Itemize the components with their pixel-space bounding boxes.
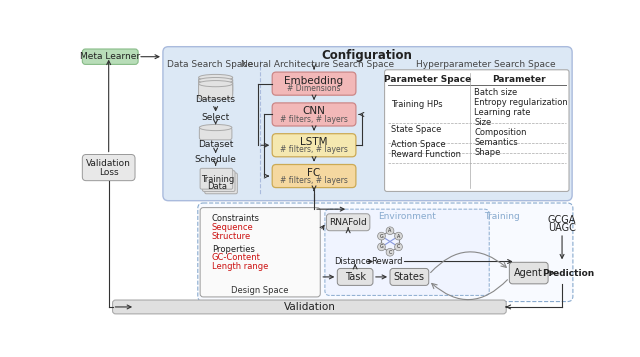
Text: Neural Architecture Search Space: Neural Architecture Search Space <box>241 60 394 69</box>
FancyBboxPatch shape <box>272 103 356 126</box>
FancyBboxPatch shape <box>83 49 138 64</box>
Ellipse shape <box>198 81 233 87</box>
Circle shape <box>378 232 385 240</box>
Text: UAGC: UAGC <box>548 223 576 233</box>
Text: # filters, # layers: # filters, # layers <box>280 145 348 154</box>
Text: Agent: Agent <box>515 268 543 278</box>
FancyBboxPatch shape <box>325 209 489 295</box>
Text: Training: Training <box>484 212 520 221</box>
Text: Environment: Environment <box>378 212 436 221</box>
Text: Select: Select <box>202 113 230 122</box>
Text: Composition: Composition <box>474 129 527 137</box>
Text: Design Space: Design Space <box>231 286 289 295</box>
Circle shape <box>386 248 394 256</box>
Text: Semantics: Semantics <box>474 139 518 147</box>
FancyBboxPatch shape <box>205 173 237 194</box>
Text: Training HPs: Training HPs <box>391 100 442 109</box>
Text: A: A <box>397 233 400 238</box>
FancyBboxPatch shape <box>272 134 356 157</box>
FancyBboxPatch shape <box>385 70 569 191</box>
Text: Datasets: Datasets <box>196 95 236 104</box>
Text: CNN: CNN <box>303 106 326 116</box>
Text: Shape: Shape <box>474 149 501 157</box>
Text: Data Search Space: Data Search Space <box>167 60 253 69</box>
Circle shape <box>395 243 403 251</box>
Text: Parameter: Parameter <box>493 75 546 84</box>
FancyBboxPatch shape <box>113 300 506 314</box>
FancyBboxPatch shape <box>200 169 233 189</box>
FancyBboxPatch shape <box>202 171 235 191</box>
Text: G: G <box>380 245 383 250</box>
FancyBboxPatch shape <box>198 84 233 99</box>
Text: Parameter Space: Parameter Space <box>383 75 471 84</box>
Text: Learning rate: Learning rate <box>474 109 531 117</box>
Text: Reward: Reward <box>371 257 403 266</box>
Text: Task: Task <box>344 272 365 282</box>
Text: Reward Function: Reward Function <box>391 150 461 159</box>
Text: # filters, # layers: # filters, # layers <box>280 176 348 185</box>
FancyBboxPatch shape <box>198 77 233 93</box>
Text: A: A <box>388 228 392 233</box>
Text: State Space: State Space <box>391 125 441 134</box>
Text: Loss: Loss <box>99 168 118 177</box>
FancyBboxPatch shape <box>198 81 233 96</box>
Text: States: States <box>394 272 425 282</box>
FancyBboxPatch shape <box>199 127 232 140</box>
FancyBboxPatch shape <box>272 72 356 95</box>
Ellipse shape <box>198 77 233 84</box>
Text: Data: Data <box>207 182 227 191</box>
Text: Constraints: Constraints <box>212 214 260 223</box>
FancyBboxPatch shape <box>198 203 573 302</box>
Ellipse shape <box>199 125 232 131</box>
FancyBboxPatch shape <box>272 165 356 187</box>
Text: Entropy regularization: Entropy regularization <box>474 99 568 107</box>
Text: Validation: Validation <box>86 159 131 168</box>
Text: GCGA: GCGA <box>548 215 576 225</box>
Text: Embedding: Embedding <box>285 76 344 86</box>
Text: Hyperparameter Search Space: Hyperparameter Search Space <box>415 60 555 69</box>
Text: Dataset: Dataset <box>198 140 234 149</box>
Text: Training: Training <box>200 175 234 185</box>
FancyBboxPatch shape <box>390 268 429 285</box>
Text: C: C <box>397 245 400 250</box>
Text: Meta Learner: Meta Learner <box>80 52 140 61</box>
Text: C: C <box>388 250 392 255</box>
Text: Batch size: Batch size <box>474 89 518 97</box>
Text: Configuration: Configuration <box>321 49 412 62</box>
Text: GC-Content: GC-Content <box>212 253 260 262</box>
Text: Prediction: Prediction <box>542 268 595 278</box>
FancyBboxPatch shape <box>509 262 548 284</box>
FancyBboxPatch shape <box>200 208 320 297</box>
Text: RNAFold: RNAFold <box>329 218 367 227</box>
Text: Structure: Structure <box>212 232 251 241</box>
Text: G: G <box>380 233 383 238</box>
Text: Validation: Validation <box>284 302 335 312</box>
Text: Length range: Length range <box>212 262 268 271</box>
FancyBboxPatch shape <box>163 47 572 201</box>
Text: # Dimensions: # Dimensions <box>287 84 341 93</box>
Text: LSTM: LSTM <box>300 137 328 147</box>
Text: Action Space: Action Space <box>391 140 445 149</box>
FancyBboxPatch shape <box>326 214 370 231</box>
Text: FC: FC <box>307 168 321 178</box>
Text: Size: Size <box>474 119 492 127</box>
Text: Schedule: Schedule <box>195 155 237 164</box>
Text: Properties: Properties <box>212 245 255 254</box>
FancyBboxPatch shape <box>337 268 373 285</box>
Circle shape <box>386 227 394 235</box>
Circle shape <box>378 243 385 251</box>
Text: Sequence: Sequence <box>212 223 253 232</box>
FancyBboxPatch shape <box>83 155 135 181</box>
Text: # filters, # layers: # filters, # layers <box>280 115 348 124</box>
Text: Distance: Distance <box>334 257 371 266</box>
Ellipse shape <box>198 74 233 81</box>
Circle shape <box>395 232 403 240</box>
